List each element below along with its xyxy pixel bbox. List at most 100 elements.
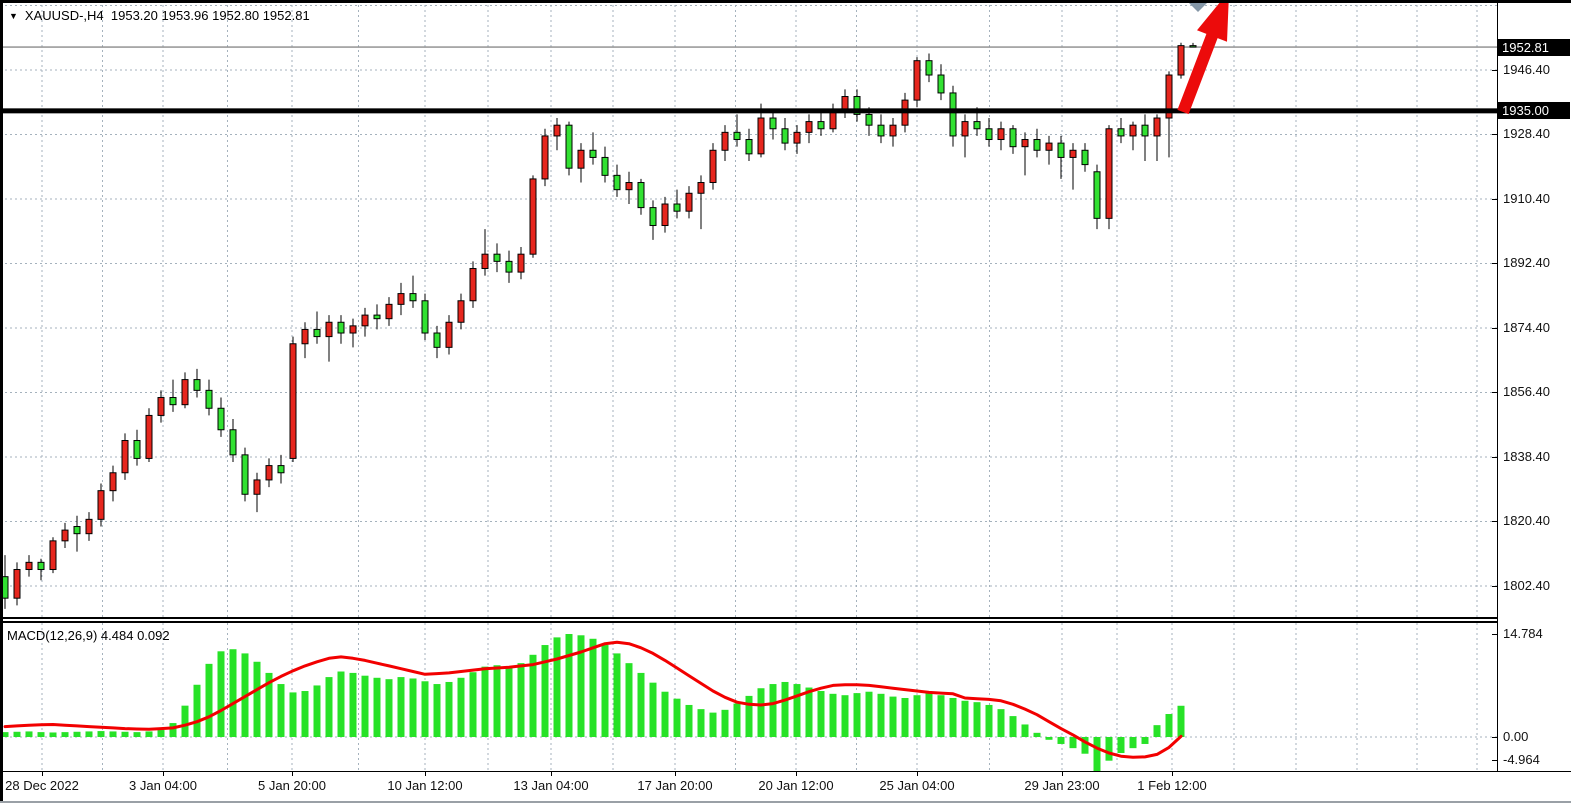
candle-body (169, 397, 177, 406)
window-border-bottom (0, 801, 1571, 803)
candle-body (157, 397, 165, 416)
candle-body (493, 253, 501, 262)
price-axis-label: 1820.40 (1503, 513, 1550, 529)
macd-histogram-bar (769, 684, 777, 737)
macd-histogram-bar (817, 691, 825, 737)
time-axis-label: 3 Jan 04:00 (129, 778, 197, 793)
price-axis-label: 1928.40 (1503, 126, 1550, 142)
candle-body (193, 379, 201, 391)
price-axis-tick (1492, 198, 1498, 200)
macd-histogram-bar (457, 677, 465, 737)
candle-body (289, 343, 297, 459)
candle-body (277, 465, 285, 474)
pane-separator[interactable] (0, 617, 1497, 623)
symbol-marker-icon: ▼ (9, 11, 18, 21)
candle-body (601, 156, 609, 176)
macd-histogram-bar (697, 709, 705, 737)
candle-body (1153, 117, 1161, 137)
macd-histogram-bar (433, 684, 441, 737)
time-axis-tick (917, 771, 918, 776)
macd-histogram-bar (1081, 737, 1089, 754)
macd-histogram-bar (325, 677, 333, 737)
macd-histogram-bar (277, 684, 285, 737)
macd-histogram-bar (1117, 737, 1125, 754)
candle-body (937, 74, 945, 94)
candle-body (145, 414, 153, 459)
macd-canvas[interactable] (0, 623, 1497, 771)
macd-histogram-bar (181, 705, 189, 737)
macd-histogram-bar (85, 731, 93, 737)
macd-histogram-bar (853, 693, 861, 737)
time-axis-tick (1172, 771, 1173, 776)
candle-body (625, 182, 633, 191)
macd-histogram-bar (505, 667, 513, 737)
candle-body (913, 60, 921, 101)
macd-histogram-bar (733, 703, 741, 737)
trend-arrow[interactable] (1177, 0, 1229, 115)
candle-body (973, 121, 981, 130)
candle-body (1177, 45, 1185, 76)
candle-body (673, 203, 681, 212)
macd-histogram-bar (205, 663, 213, 737)
macd-histogram-bar (829, 693, 837, 737)
macd-axis-max-label: 14.784 (1503, 626, 1543, 641)
candle-body (865, 113, 873, 126)
candle-body (769, 117, 777, 130)
candle-body (541, 135, 549, 180)
candle-body (517, 253, 525, 273)
macd-histogram-bar (745, 695, 753, 737)
macd-histogram-bar (661, 691, 669, 737)
macd-histogram-bar (145, 731, 153, 737)
macd-histogram-bar (193, 684, 201, 737)
macd-histogram-bar (1069, 737, 1077, 749)
macd-histogram-bar (121, 731, 129, 737)
candle-body (505, 260, 513, 273)
price-axis-label: 1946.40 (1503, 62, 1550, 77)
macd-histogram-bar (553, 637, 561, 737)
window-border-left (0, 0, 3, 803)
price-axis-label: 1892.40 (1503, 255, 1550, 271)
macd-histogram-bar (217, 651, 225, 737)
price-axis-tick (1492, 263, 1498, 265)
macd-histogram-bar (397, 677, 405, 737)
candle-body (853, 96, 861, 115)
price-chart-canvas[interactable] (0, 0, 1497, 617)
candle-body (181, 379, 189, 406)
macd-histogram-bar (613, 653, 621, 737)
candle-body (757, 117, 765, 155)
candle-body (469, 268, 477, 302)
macd-histogram-bar (709, 712, 717, 737)
candle-body (241, 454, 249, 495)
candle-body (577, 149, 585, 169)
candle-body (949, 92, 957, 137)
time-axis-label: 5 Jan 20:00 (258, 778, 326, 793)
chart-title-text: XAUUSD-,H4 1953.20 1953.96 1952.80 1952.… (24, 8, 310, 23)
time-axis-tick (163, 771, 164, 776)
macd-histogram-bar (1177, 705, 1185, 737)
macd-axis-tick (1492, 634, 1498, 635)
candle-body (793, 131, 801, 144)
macd-histogram-bar (913, 695, 921, 737)
candle-body (1165, 74, 1173, 119)
macd-histogram-bar (409, 678, 417, 737)
current-price-badge: 1952.81 (1497, 38, 1570, 56)
candle-body (613, 174, 621, 191)
candle-body (1141, 124, 1149, 137)
candle-body (565, 124, 573, 169)
candle-body (1069, 149, 1077, 158)
time-axis-label: 20 Jan 12:00 (758, 778, 834, 793)
macd-axis-min-label: -4.964 (1503, 752, 1540, 767)
macd-histogram-bar (1129, 737, 1137, 749)
candle-body (61, 529, 69, 542)
candle-body (361, 314, 369, 327)
horizontal-level-line[interactable] (0, 108, 1497, 114)
macd-histogram-bar (25, 731, 33, 737)
candle-body (433, 332, 441, 348)
macd-histogram-bar (1141, 737, 1149, 744)
macd-histogram-bar (37, 732, 45, 737)
macd-histogram-bar (1165, 714, 1173, 737)
candle-body (409, 293, 417, 302)
macd-histogram-bar (529, 654, 537, 737)
price-axis-tick (1492, 456, 1498, 458)
time-axis-label: 1 Feb 12:00 (1137, 778, 1207, 793)
